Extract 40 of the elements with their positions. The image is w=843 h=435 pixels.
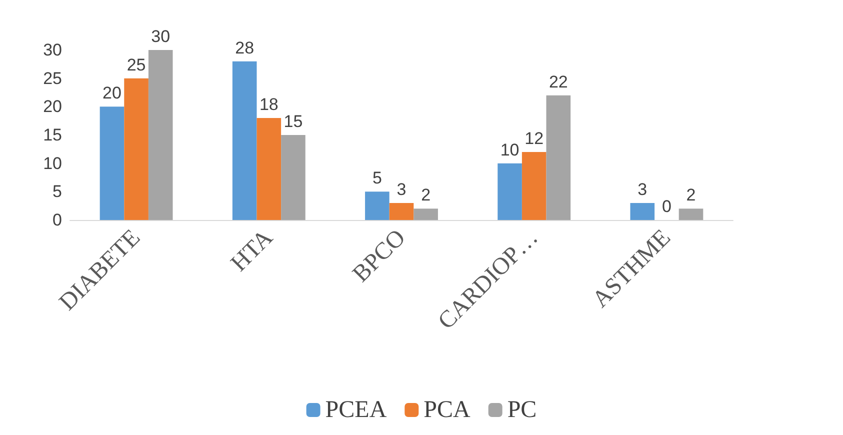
bar — [232, 61, 257, 220]
data-label: 10 — [500, 140, 520, 160]
y-tick-label: 0 — [52, 210, 62, 230]
data-label: 15 — [284, 112, 303, 131]
bar — [365, 192, 390, 220]
data-label: 28 — [235, 38, 254, 58]
data-label: 20 — [102, 84, 122, 103]
y-tick-label: 15 — [43, 126, 62, 144]
bar — [281, 135, 306, 220]
data-label: 0 — [662, 197, 672, 216]
data-label: 2 — [686, 186, 696, 205]
bar — [124, 78, 148, 220]
data-label: 5 — [372, 168, 382, 188]
bar — [256, 118, 282, 220]
y-tick-label: 25 — [43, 68, 62, 88]
bar — [414, 208, 438, 220]
bar — [100, 106, 124, 220]
bar — [498, 163, 522, 220]
data-label: 3 — [396, 180, 406, 199]
y-tick-label: 10 — [43, 154, 62, 173]
data-label: 25 — [126, 55, 146, 74]
data-label: 30 — [151, 27, 170, 46]
y-tick-label: 5 — [52, 182, 62, 202]
y-tick-label: 30 — [43, 40, 62, 60]
legend-label: PCEA — [325, 397, 388, 423]
bar — [678, 208, 704, 220]
bar — [389, 203, 414, 220]
x-tick-label: HTA — [226, 224, 279, 277]
bar — [148, 50, 173, 220]
data-label: 18 — [259, 95, 278, 114]
data-label: 22 — [548, 72, 568, 92]
legend-label: PCA — [424, 397, 472, 423]
bar — [630, 203, 655, 220]
data-label: 12 — [524, 129, 544, 148]
data-label: 3 — [638, 180, 648, 199]
y-tick-label: 20 — [43, 97, 62, 116]
bar — [546, 95, 571, 220]
data-label: 2 — [421, 186, 431, 205]
legend-label: PC — [507, 397, 537, 423]
bar — [522, 152, 546, 220]
